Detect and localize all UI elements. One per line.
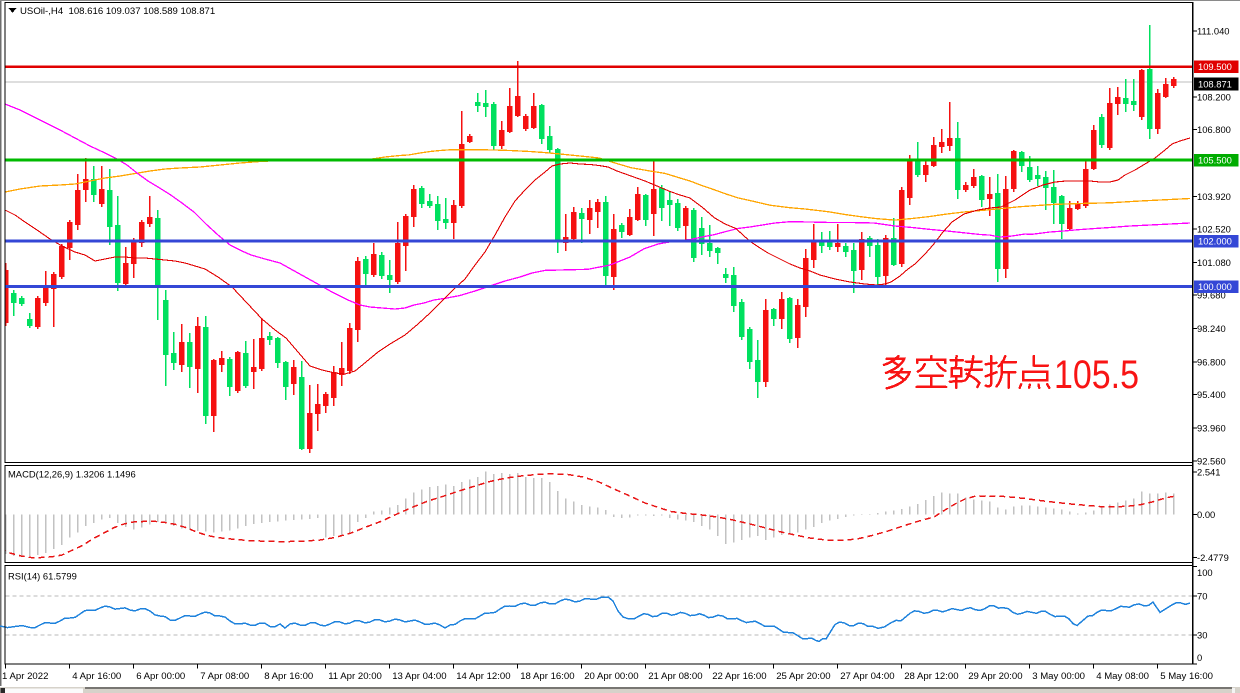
svg-text:27 Apr 04:00: 27 Apr 04:00: [840, 671, 894, 682]
svg-text:5 May 16:00: 5 May 16:00: [1160, 671, 1213, 682]
svg-text:70: 70: [1197, 590, 1207, 601]
svg-text:22 Apr 16:00: 22 Apr 16:00: [712, 671, 766, 682]
svg-text:103.920: 103.920: [1197, 191, 1231, 202]
svg-text:98.240: 98.240: [1197, 323, 1226, 334]
svg-text:30: 30: [1197, 629, 1207, 640]
svg-text:3 May 00:00: 3 May 00:00: [1032, 671, 1085, 682]
svg-text:105.5: 105.5: [1054, 353, 1139, 397]
svg-text:106.800: 106.800: [1197, 124, 1231, 135]
svg-text:100: 100: [1197, 567, 1213, 578]
svg-text:6 Apr 00:00: 6 Apr 00:00: [136, 671, 185, 682]
svg-text:101.080: 101.080: [1197, 257, 1231, 268]
svg-text:108.200: 108.200: [1197, 91, 1231, 102]
svg-text:105.500: 105.500: [1198, 155, 1232, 166]
svg-text:1 Apr 2022: 1 Apr 2022: [2, 671, 48, 682]
svg-text:MACD(12,26,9) 1.3206 1.1496: MACD(12,26,9) 1.3206 1.1496: [8, 469, 136, 480]
svg-text:2.541: 2.541: [1197, 466, 1220, 477]
svg-text:108.871: 108.871: [1198, 78, 1232, 89]
svg-text:100.000: 100.000: [1198, 281, 1232, 292]
svg-text:4 Apr 16:00: 4 Apr 16:00: [72, 671, 121, 682]
svg-text:93.960: 93.960: [1197, 422, 1226, 433]
svg-text:111.040: 111.040: [1197, 25, 1230, 36]
svg-text:109.500: 109.500: [1198, 61, 1232, 72]
svg-text:28 Apr 12:00: 28 Apr 12:00: [904, 671, 958, 682]
svg-text:8 Apr 16:00: 8 Apr 16:00: [264, 671, 313, 682]
svg-text:99.680: 99.680: [1197, 289, 1226, 300]
svg-text:25 Apr 20:00: 25 Apr 20:00: [776, 671, 830, 682]
svg-text:-2.4779: -2.4779: [1197, 552, 1229, 563]
svg-text:21 Apr 08:00: 21 Apr 08:00: [648, 671, 702, 682]
svg-text:102.000: 102.000: [1198, 236, 1232, 247]
svg-text:96.800: 96.800: [1197, 356, 1226, 367]
svg-text:USOil-,H4 108.616 109.037 108: USOil-,H4 108.616 109.037 108.589 108.87…: [20, 6, 215, 17]
svg-text:29 Apr 20:00: 29 Apr 20:00: [968, 671, 1022, 682]
svg-text:0: 0: [1197, 652, 1202, 663]
svg-text:95.400: 95.400: [1197, 389, 1226, 400]
svg-text:14 Apr 12:00: 14 Apr 12:00: [456, 671, 510, 682]
svg-text:11 Apr 20:00: 11 Apr 20:00: [328, 671, 382, 682]
svg-text:20 Apr 00:00: 20 Apr 00:00: [584, 671, 638, 682]
svg-text:4 May 08:00: 4 May 08:00: [1096, 671, 1149, 682]
svg-text:102.520: 102.520: [1197, 223, 1231, 234]
svg-text:7 Apr 08:00: 7 Apr 08:00: [200, 671, 249, 682]
svg-text:92.560: 92.560: [1197, 455, 1226, 466]
svg-text:13 Apr 04:00: 13 Apr 04:00: [392, 671, 446, 682]
svg-text:18 Apr 16:00: 18 Apr 16:00: [520, 671, 574, 682]
svg-text:RSI(14) 61.5799: RSI(14) 61.5799: [8, 571, 77, 582]
svg-text:0.00: 0.00: [1197, 509, 1215, 520]
